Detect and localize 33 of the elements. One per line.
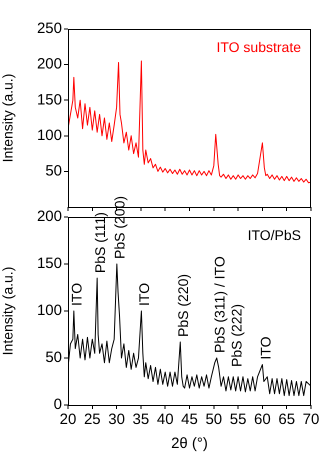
x-tick-label: 45: [181, 411, 198, 428]
y-tick-label: 50: [45, 162, 62, 180]
annotation: ITO: [136, 282, 152, 306]
y-tick-label: 100: [36, 302, 62, 320]
x-tick-label: 40: [156, 411, 174, 428]
y-tick-label: 200: [36, 56, 62, 73]
y-tick-label: 50: [45, 349, 62, 366]
x-tick-label: 60: [254, 411, 271, 428]
x-tick-label: 30: [108, 411, 125, 428]
y-axis-title: Intensity (a.u.): [0, 74, 16, 162]
annotation: ITO: [257, 336, 274, 360]
x-axis-title: 2θ (°): [171, 435, 208, 452]
y-tick-label: 150: [36, 255, 62, 272]
annotation: ITO/PbS: [248, 226, 301, 243]
y-axis-title: Intensity (a.u.): [0, 266, 16, 356]
annotation: ITO substrate: [216, 38, 302, 55]
x-tick-label: 20: [60, 411, 76, 428]
x-tick-label: 25: [84, 411, 101, 428]
y-tick-label: 200: [36, 208, 62, 226]
x-tick-label: 55: [230, 411, 246, 428]
x-tick-label: 70: [302, 411, 320, 428]
x-tick-label: 65: [278, 411, 296, 428]
x-tick-label: 50: [205, 411, 222, 428]
annotation: PbS (311) / ITO: [212, 256, 228, 353]
annotation: PbS (111): [92, 212, 108, 274]
y-tick-label: 250: [36, 20, 62, 38]
annotation: PbS (220): [175, 274, 192, 338]
x-tick-label: 35: [132, 411, 150, 428]
y-tick-label: 100: [36, 126, 62, 144]
annotation: PbS (222): [228, 304, 245, 367]
y-tick-label: 150: [36, 91, 62, 108]
y-tick-label: 0: [54, 396, 62, 414]
annotation: ITO: [68, 282, 85, 306]
